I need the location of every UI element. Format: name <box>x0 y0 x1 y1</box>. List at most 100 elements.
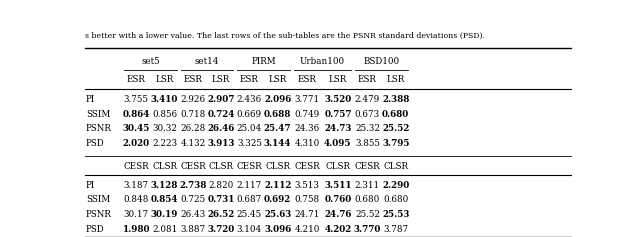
Text: 0.692: 0.692 <box>264 196 291 205</box>
Text: BSD100: BSD100 <box>364 57 399 66</box>
Text: 0.724: 0.724 <box>207 110 235 119</box>
Text: 2.112: 2.112 <box>264 181 291 190</box>
Text: 2.096: 2.096 <box>264 95 291 104</box>
Text: 3.410: 3.410 <box>151 95 179 104</box>
Text: 2.926: 2.926 <box>180 95 205 104</box>
Text: PSNR: PSNR <box>86 210 112 219</box>
Text: 30.45: 30.45 <box>123 124 150 133</box>
Text: 25.63: 25.63 <box>264 210 291 219</box>
Text: 2.290: 2.290 <box>382 181 410 190</box>
Text: 3.755: 3.755 <box>124 95 148 104</box>
Text: 4.310: 4.310 <box>294 139 320 148</box>
Text: 0.680: 0.680 <box>382 110 410 119</box>
Text: 25.52: 25.52 <box>382 124 410 133</box>
Text: 0.848: 0.848 <box>124 196 149 205</box>
Text: 30.32: 30.32 <box>152 124 177 133</box>
Text: 24.73: 24.73 <box>324 124 351 133</box>
Text: 3.913: 3.913 <box>207 139 235 148</box>
Text: 26.46: 26.46 <box>207 124 235 133</box>
Text: 3.887: 3.887 <box>180 225 205 234</box>
Text: ESR: ESR <box>358 75 377 84</box>
Text: PIRM: PIRM <box>252 57 276 66</box>
Text: 3.720: 3.720 <box>207 225 235 234</box>
Text: 3.855: 3.855 <box>355 139 380 148</box>
Text: 25.32: 25.32 <box>355 124 380 133</box>
Text: ESR: ESR <box>240 75 259 84</box>
Text: 2.436: 2.436 <box>237 95 262 104</box>
Text: 2.820: 2.820 <box>209 181 234 190</box>
Text: 3.325: 3.325 <box>237 139 262 148</box>
Text: 3.144: 3.144 <box>264 139 291 148</box>
Text: 3.104: 3.104 <box>237 225 262 234</box>
Text: 2.117: 2.117 <box>237 181 262 190</box>
Text: 30.17: 30.17 <box>124 210 149 219</box>
Text: PI: PI <box>86 181 95 190</box>
Text: CESR: CESR <box>294 162 320 171</box>
Text: 2.738: 2.738 <box>179 181 207 190</box>
Text: 2.020: 2.020 <box>123 139 150 148</box>
Text: ESR: ESR <box>127 75 146 84</box>
Text: 25.04: 25.04 <box>237 124 262 133</box>
Text: CESR: CESR <box>237 162 262 171</box>
Text: 2.081: 2.081 <box>152 225 177 234</box>
Text: LSR: LSR <box>212 75 230 84</box>
Text: CLSR: CLSR <box>152 162 177 171</box>
Text: PI: PI <box>86 95 95 104</box>
Text: 0.758: 0.758 <box>294 196 320 205</box>
Text: 0.725: 0.725 <box>180 196 205 205</box>
Text: 4.095: 4.095 <box>324 139 351 148</box>
Text: 0.760: 0.760 <box>324 196 351 205</box>
Text: 0.687: 0.687 <box>237 196 262 205</box>
Text: 3.096: 3.096 <box>264 225 291 234</box>
Text: CESR: CESR <box>355 162 380 171</box>
Text: SSIM: SSIM <box>86 110 110 119</box>
Text: Urban100: Urban100 <box>300 57 345 66</box>
Text: 3.787: 3.787 <box>383 225 408 234</box>
Text: 0.673: 0.673 <box>355 110 380 119</box>
Text: 0.680: 0.680 <box>383 196 408 205</box>
Text: 2.311: 2.311 <box>355 181 380 190</box>
Text: 4.132: 4.132 <box>180 139 205 148</box>
Text: 3.513: 3.513 <box>295 181 319 190</box>
Text: 24.76: 24.76 <box>324 210 351 219</box>
Text: CLSR: CLSR <box>383 162 408 171</box>
Text: 26.43: 26.43 <box>180 210 205 219</box>
Text: ESR: ESR <box>184 75 202 84</box>
Text: 24.36: 24.36 <box>294 124 320 133</box>
Text: CESR: CESR <box>124 162 149 171</box>
Text: 0.688: 0.688 <box>264 110 291 119</box>
Text: 26.28: 26.28 <box>180 124 205 133</box>
Text: 0.749: 0.749 <box>294 110 320 119</box>
Text: LSR: LSR <box>329 75 347 84</box>
Text: 3.771: 3.771 <box>294 95 320 104</box>
Text: CLSR: CLSR <box>209 162 234 171</box>
Text: 0.864: 0.864 <box>123 110 150 119</box>
Text: ESR: ESR <box>298 75 317 84</box>
Text: 4.210: 4.210 <box>294 225 320 234</box>
Text: 0.680: 0.680 <box>355 196 380 205</box>
Text: 3.770: 3.770 <box>354 225 381 234</box>
Text: 4.202: 4.202 <box>324 225 351 234</box>
Text: 2.479: 2.479 <box>355 95 380 104</box>
Text: CESR: CESR <box>180 162 205 171</box>
Text: 25.47: 25.47 <box>264 124 291 133</box>
Text: 25.52: 25.52 <box>355 210 380 219</box>
Text: PSD: PSD <box>86 139 104 148</box>
Text: PSNR: PSNR <box>86 124 112 133</box>
Text: 25.45: 25.45 <box>237 210 262 219</box>
Text: 2.388: 2.388 <box>382 95 410 104</box>
Text: 3.520: 3.520 <box>324 95 351 104</box>
Text: SSIM: SSIM <box>86 196 110 205</box>
Text: 0.669: 0.669 <box>237 110 262 119</box>
Text: LSR: LSR <box>156 75 173 84</box>
Text: CLSR: CLSR <box>325 162 351 171</box>
Text: 0.718: 0.718 <box>180 110 205 119</box>
Text: 3.128: 3.128 <box>151 181 179 190</box>
Text: set5: set5 <box>141 57 160 66</box>
Text: 1.980: 1.980 <box>122 225 150 234</box>
Text: 3.187: 3.187 <box>124 181 149 190</box>
Text: 2.907: 2.907 <box>207 95 235 104</box>
Text: 2.223: 2.223 <box>152 139 177 148</box>
Text: PSD: PSD <box>86 225 104 234</box>
Text: 25.53: 25.53 <box>382 210 410 219</box>
